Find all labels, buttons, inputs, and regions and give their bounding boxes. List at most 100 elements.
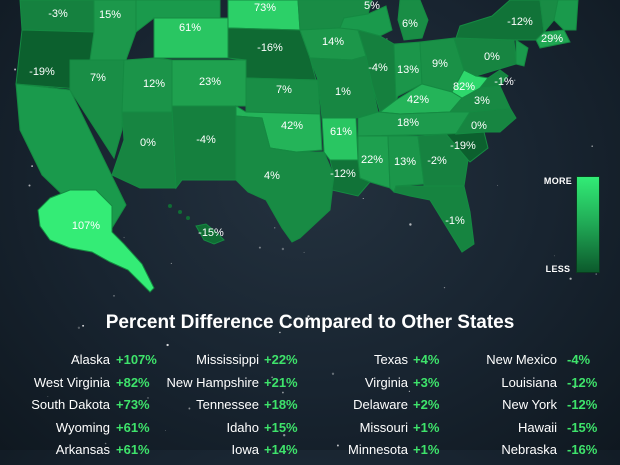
star-dot — [283, 434, 286, 437]
star-dot — [513, 79, 516, 82]
state-WY[interactable]: 61% — [153, 17, 229, 59]
state-OH[interactable]: 9% — [419, 37, 465, 93]
state-value-label: -1% — [494, 76, 514, 88]
star-dot — [307, 315, 310, 318]
state-value-label: -12% — [330, 168, 356, 180]
state-TX[interactable]: 4% — [235, 115, 335, 243]
state-value-label: 0% — [484, 51, 500, 63]
star-dot — [281, 247, 285, 251]
state-LA[interactable]: -12% — [329, 159, 371, 197]
ranking-state-name: Wyoming — [55, 419, 110, 435]
state-value-label: 61% — [179, 22, 201, 34]
ranking-percent-value: +2% — [413, 397, 440, 412]
star-dot — [336, 444, 339, 447]
ranking-state-name: New Mexico — [486, 352, 557, 367]
state-NE_US[interactable] — [553, 0, 579, 31]
ranking-state-name: Idaho — [226, 419, 259, 435]
state-value-label: 42% — [281, 120, 303, 132]
ranking-percent-value: -12% — [567, 374, 598, 390]
ranking-row: South Dakota +73% — [0, 397, 170, 420]
ranking-state-name: Hawaii — [517, 419, 557, 435]
state-value-label: 42% — [407, 94, 429, 106]
ranking-row: Delaware +2% — [300, 397, 470, 420]
state-NV[interactable]: 7% — [69, 59, 125, 160]
ranking-row: Tennessee +18% — [150, 397, 330, 420]
star-dot — [549, 425, 551, 428]
state-IA[interactable]: 14% — [299, 27, 367, 61]
state-TN[interactable]: 18% — [357, 111, 471, 137]
state-NJ[interactable] — [515, 39, 529, 67]
star-dot — [281, 391, 284, 394]
state-HI[interactable]: -15% — [168, 204, 225, 245]
state-value-label: 82% — [453, 81, 475, 93]
star-dot — [31, 165, 33, 167]
ranking-row: Arkansas +61% — [0, 442, 170, 465]
us-choropleth-map: -3% -19% 15% 7% 61% 12% 0% 23% -4% 73% — [15, 0, 579, 293]
state-value-label: 14% — [322, 36, 344, 48]
state-NM[interactable]: -4% — [171, 105, 237, 190]
star-dot — [104, 442, 107, 445]
star-dot — [271, 376, 273, 379]
state-NE[interactable]: -16% — [227, 27, 317, 81]
state-value-label: 13% — [397, 64, 419, 76]
ranking-percent-value: +1% — [413, 419, 440, 435]
star-dot — [77, 326, 81, 329]
state-value-label: 3% — [474, 95, 490, 107]
state-UT[interactable]: 12% — [121, 57, 173, 113]
ranking-column: Texas +4% Virginia +3% Delaware +2% Missouri +1… — [300, 352, 470, 465]
state-WI[interactable] — [339, 5, 393, 37]
state-CT[interactable]: 29% — [535, 29, 571, 49]
state-value-label: 7% — [276, 84, 292, 96]
ranking-percent-value: +107% — [116, 352, 157, 367]
state-FL[interactable]: -1% — [393, 185, 475, 253]
ranking-row: New Mexico -4% — [450, 352, 620, 375]
state-value-label: -4% — [368, 62, 388, 74]
ranking-state-name: New Hampshire — [166, 374, 259, 390]
ranking-state-name: Texas — [374, 352, 408, 367]
ranking-row: West Virginia +82% — [0, 375, 170, 398]
state-value-label: -2% — [427, 155, 447, 167]
star-dot — [258, 246, 261, 249]
state-AK[interactable]: 107% — [37, 189, 155, 293]
ranking-percent-value: +21% — [264, 374, 298, 390]
state-value-label: 6% — [402, 18, 418, 30]
ranking-percent-value: +73% — [116, 397, 150, 412]
star-dot — [595, 273, 597, 275]
ranking-row: Minnesota +1% — [300, 442, 470, 465]
state-SD[interactable]: 73% — [227, 0, 301, 31]
state-value-label: 23% — [199, 76, 221, 88]
ranking-percent-value: +3% — [413, 374, 440, 390]
state-value-label: 13% — [394, 156, 416, 168]
state-value-label: -3% — [48, 8, 68, 20]
state-value-label: 73% — [254, 2, 276, 14]
state-GA[interactable]: -2% — [417, 133, 469, 189]
star-dot — [76, 355, 79, 359]
state-value-label: 4% — [264, 170, 280, 182]
star-dot — [188, 407, 191, 410]
ranking-column: New Mexico -4% Louisiana -12% New York -12% Ha… — [450, 352, 620, 465]
state-NY[interactable]: -12% — [455, 0, 545, 41]
ranking-row: Texas +4% — [300, 352, 470, 375]
state-WA[interactable]: -3% — [19, 0, 95, 33]
state-CO[interactable]: 23% — [171, 59, 247, 107]
star-dot — [331, 372, 335, 375]
state-KS[interactable]: 7% — [245, 77, 321, 115]
state-MI[interactable]: 6% — [397, 0, 429, 41]
star-dot — [47, 396, 49, 397]
star-dot — [591, 145, 593, 147]
state-value-label: 29% — [541, 33, 563, 45]
state-SC[interactable]: -19% — [444, 131, 489, 163]
state-MS[interactable]: 22% — [357, 135, 391, 189]
state-value-label: 1% — [335, 86, 351, 98]
state-ID[interactable]: 15% — [89, 0, 137, 61]
star-dot — [28, 184, 31, 187]
state-value-label: -4% — [196, 134, 216, 146]
legend-less-label: LESS — [545, 264, 571, 274]
state-IN[interactable]: 13% — [393, 41, 423, 101]
state-DE[interactable]: -1% — [478, 69, 514, 89]
state-value-label: 5% — [364, 0, 380, 12]
state-value-label: 12% — [143, 78, 165, 90]
ranking-state-name: Alaska — [70, 352, 110, 367]
state-AR[interactable]: 61% — [321, 117, 359, 161]
star-dot — [123, 236, 125, 239]
